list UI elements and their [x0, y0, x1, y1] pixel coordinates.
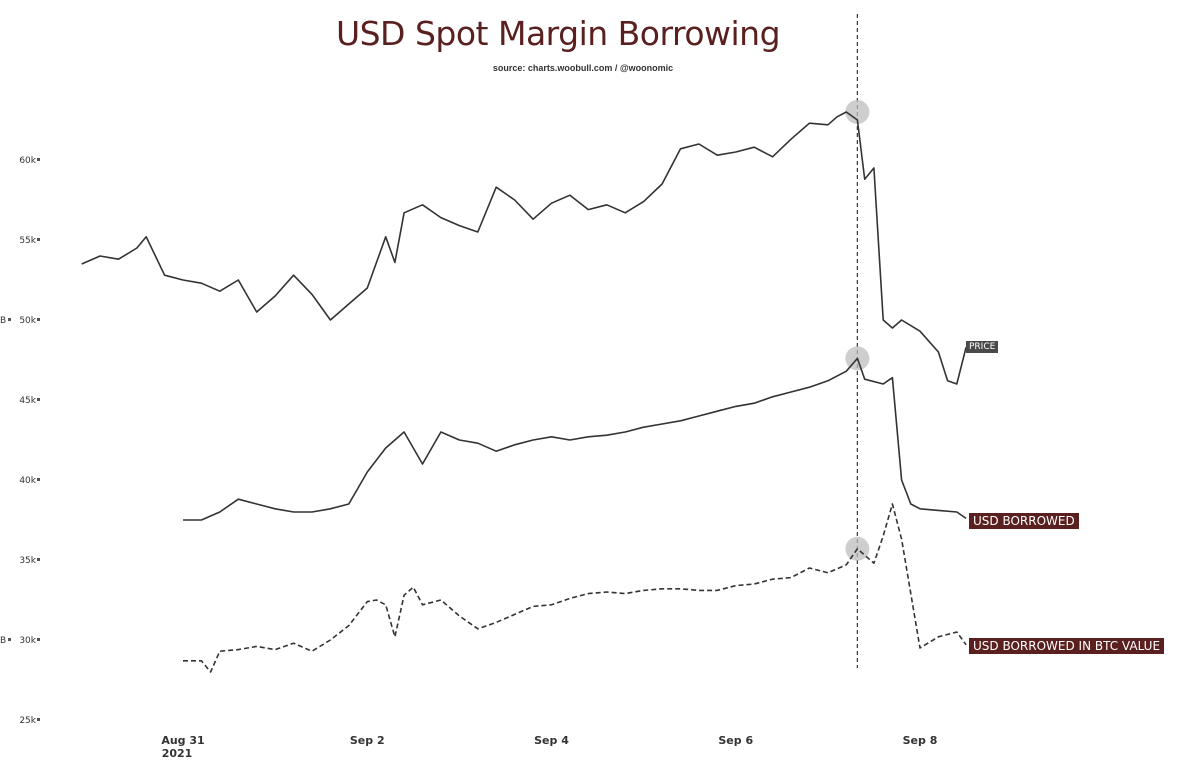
series-label-usd-borrowed: USD BORROWED — [969, 513, 1079, 529]
x-tick-label: Aug 31 — [161, 734, 204, 747]
series-lines — [81, 111, 967, 673]
highlight-circle — [845, 100, 870, 124]
y-tick-mark — [37, 158, 40, 161]
y-tick-label: 60k — [19, 156, 36, 166]
y-tick-label: 30k — [19, 636, 36, 646]
y-tick-mark — [37, 558, 40, 561]
series-line-0 — [81, 111, 967, 385]
y-tick-mark — [37, 718, 40, 721]
secondary-axis-label: B — [0, 316, 6, 326]
y-tick-label: 45k — [19, 396, 36, 406]
series-line-2 — [183, 503, 967, 673]
y-tick-label: 50k — [19, 316, 36, 326]
x-tick-label: Sep 4 — [534, 734, 569, 747]
secondary-axis-label: B — [0, 636, 6, 646]
chart-subtitle: source: charts.woobull.com / @woonomic — [492, 63, 674, 73]
y-tick-mark — [37, 238, 40, 241]
y-tick-label: 25k — [19, 716, 36, 726]
secondary-axis-mark — [8, 318, 11, 321]
y-tick-mark — [37, 638, 40, 641]
secondary-axis-mark — [8, 638, 11, 641]
x-tick-label: Sep 8 — [903, 734, 938, 747]
x-tick-sublabel: 2021 — [162, 747, 193, 760]
y-tick-mark — [37, 398, 40, 401]
series-line-1 — [183, 357, 967, 521]
x-tick-label: Sep 6 — [718, 734, 753, 747]
series-label-price: PRICE — [966, 341, 999, 353]
y-tick-label: 40k — [19, 476, 36, 486]
y-tick-label: 35k — [19, 556, 36, 566]
y-tick-mark — [37, 318, 40, 321]
y-tick-label: 55k — [19, 236, 36, 246]
y-axis: 25k 30k 35k 40k 45k 50k 55k 60k B B — [0, 156, 40, 726]
x-tick-label: Sep 2 — [350, 734, 385, 747]
y-tick-mark — [37, 478, 40, 481]
chart-title: USD Spot Margin Borrowing — [335, 14, 781, 53]
series-label-usd-borrowed-btc: USD BORROWED IN BTC VALUE — [969, 638, 1165, 654]
